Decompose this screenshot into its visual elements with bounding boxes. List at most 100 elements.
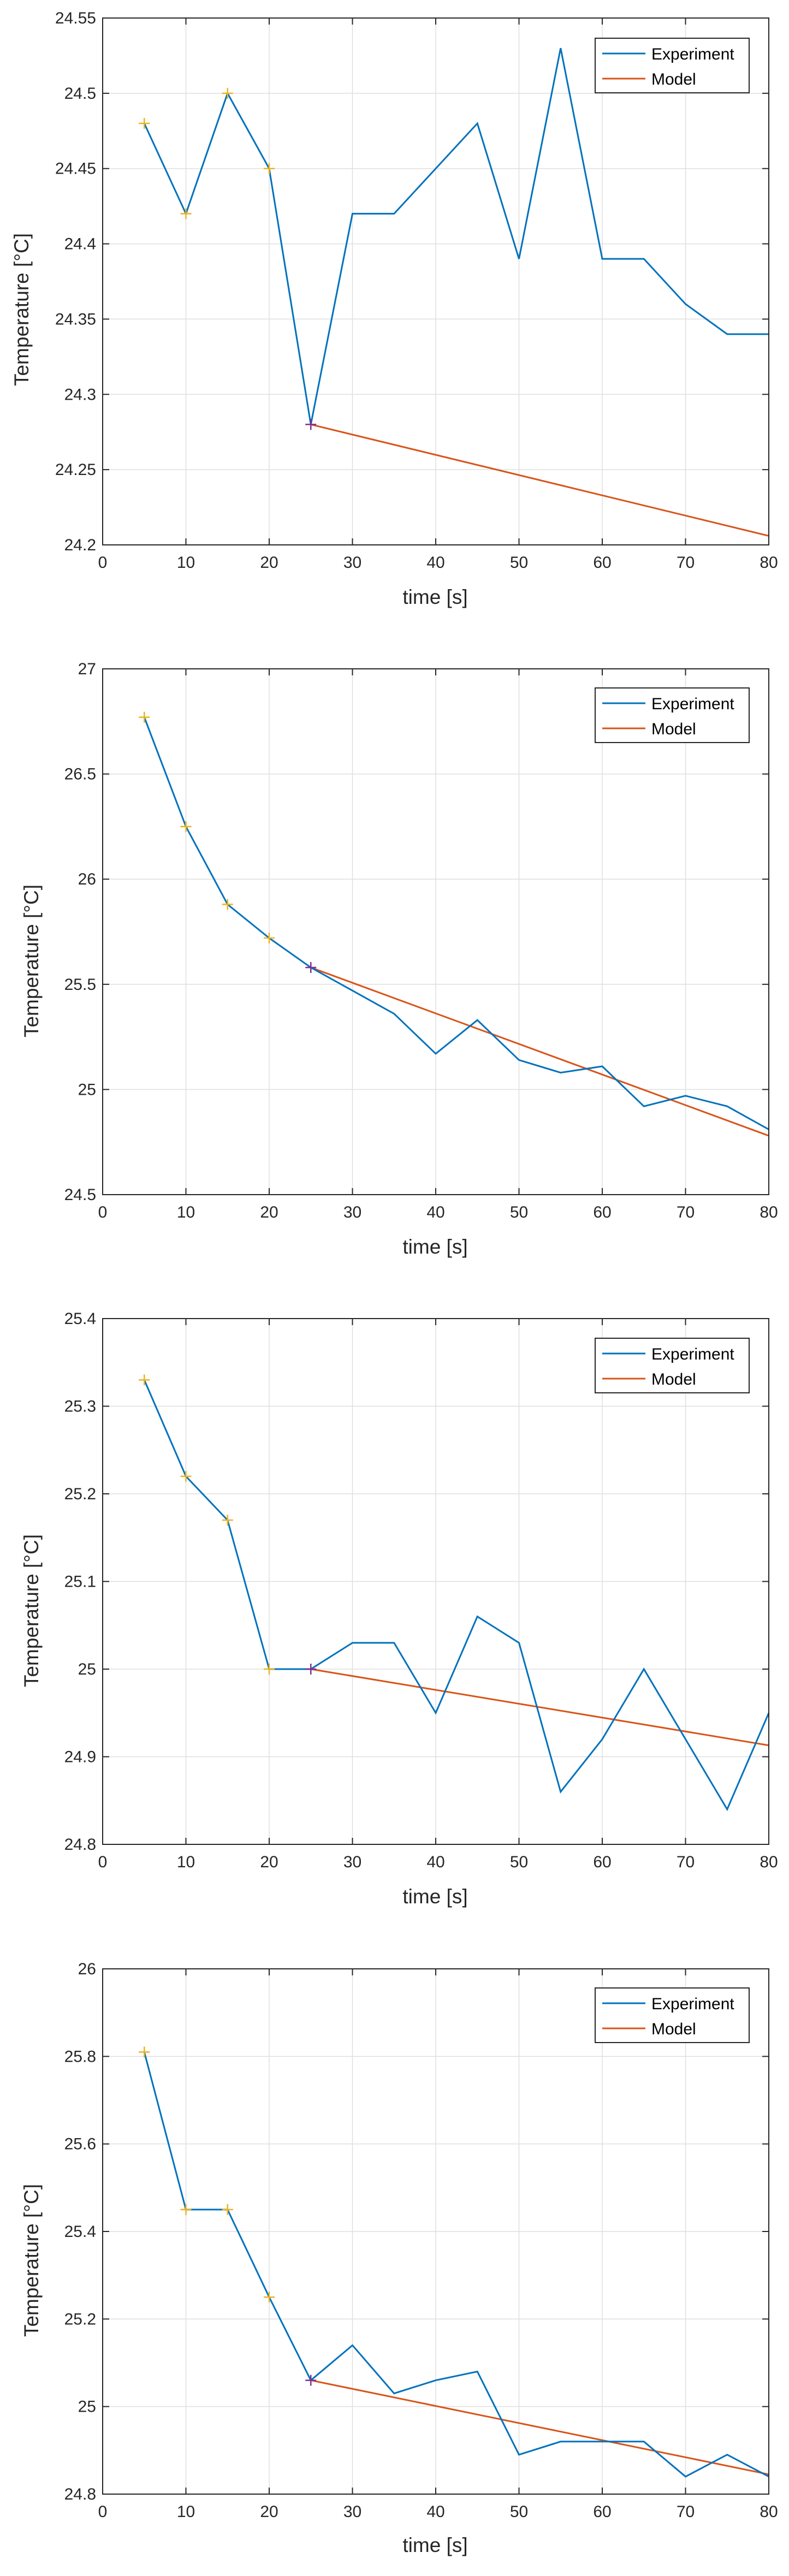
subplot-2: Temperature [°C] time [s] Experiment Mod…: [20, 687, 750, 1258]
subplot-4-xtick-label: 10: [177, 2503, 195, 2521]
subplot-1-marker-start: [305, 419, 317, 430]
subplot-4-marker-start: [305, 2375, 317, 2386]
subplot-3-legend: Experiment Model: [595, 1338, 750, 1393]
subplot-1-xtick-label: 70: [677, 554, 695, 572]
subplot-2-xtick-label: 30: [343, 1203, 361, 1221]
subplot-4-ytick-label: 25: [78, 2398, 96, 2416]
subplot-2-xlabel: time [s]: [402, 1236, 467, 1258]
subplot-2-ylabel: Temperature [°C]: [20, 885, 43, 1037]
subplot-3-marker-start: [305, 1664, 317, 1675]
subplot-1-xtick-label: 40: [426, 554, 444, 572]
subplot-1-legend-label-experiment: Experiment: [651, 45, 734, 63]
subplot-2-legend: Experiment Model: [595, 687, 750, 743]
subplot-1-legend: Experiment Model: [595, 38, 750, 93]
subplot-1-xtick-label: 0: [98, 554, 108, 572]
subplot-4-plot: 0 10 20 30 40 50 60 70 80 24.8 25 25.2 25.4 25.6 25.8 2…: [64, 1960, 778, 2521]
subplot-2-plot: 0 10 20 30 40 50 60 70 80 24.5 25 25.5 26 26.5 27: [64, 660, 778, 1221]
subplot-1-marker-early: [180, 208, 192, 219]
subplot-3-marker-early: [222, 1515, 233, 1526]
subplot-4-ytick-label: 24.8: [64, 2485, 96, 2503]
subplot-2-ytick-label: 27: [78, 660, 96, 678]
subplot-3-xtick-label: 80: [760, 1853, 778, 1871]
subplot-3: Temperature [°C] time [s] Experiment Mod…: [20, 1338, 750, 1908]
subplot-1-xlabel: time [s]: [402, 586, 467, 608]
subplot-1-marker-early: [222, 87, 233, 99]
subplot-3-ylabel: Temperature [°C]: [20, 1534, 43, 1687]
subplot-4-xtick-label: 30: [343, 2503, 361, 2521]
subplot-1-ytick-label: 24.4: [64, 235, 96, 253]
subplot-2-legend-box: [595, 687, 750, 743]
subplot-4-experiment-line: [143, 2051, 769, 2478]
subplot-4-marker-early: [139, 2046, 150, 2058]
subplot-4-marker-early: [222, 2204, 233, 2215]
subplot-2-xtick-label: 70: [677, 1203, 695, 1221]
subplot-2-model-line: [310, 966, 769, 1137]
subplot-1-xtick-label: 30: [343, 554, 361, 572]
subplot-2-xtick-label: 50: [510, 1203, 528, 1221]
subplot-2-xtick-label: 0: [98, 1203, 108, 1221]
subplot-4-ytick-label: 25.6: [64, 2135, 96, 2153]
subplot-3-ytick-label: 25.4: [64, 1310, 96, 1328]
subplot-2-marker-early: [222, 899, 233, 910]
subplot-1-ytick-label: 24.5: [64, 85, 96, 103]
subplot-2-xtick-label: 80: [760, 1203, 778, 1221]
subplot-4-ylabel: Temperature [°C]: [20, 2184, 43, 2337]
subplot-3-xtick-label: 40: [426, 1853, 444, 1871]
subplot-1-plot: 0 10 20 30 40 50 60 70 80 24.2 24.25 24.3 24.35 24.4 2…: [55, 9, 778, 572]
subplot-1-xtick-label: 80: [760, 554, 778, 572]
subplot-3-legend-box: [595, 1338, 750, 1393]
subplot-3-ytick-label: 24.8: [64, 1836, 96, 1854]
subplot-2-ytick-label: 25: [78, 1081, 96, 1099]
subplot-4-xtick-label: 80: [760, 2503, 778, 2521]
subplot-4-ytick-label: 25.4: [64, 2223, 96, 2241]
subplot-1-xtick-label: 20: [260, 554, 278, 572]
subplot-3-xtick-label: 0: [98, 1853, 108, 1871]
subplot-3-marker-early: [139, 1374, 150, 1386]
subplot-3-xtick-label: 70: [677, 1853, 695, 1871]
subplot-1-marker-early: [139, 118, 150, 129]
subplot-3-xtick-label: 50: [510, 1853, 528, 1871]
subplot-2-ytick-label: 24.5: [64, 1186, 96, 1204]
subplot-2-experiment-line: [143, 717, 769, 1130]
subplot-3-plot: 0 10 20 30 40 50 60 70 80 24.8 24.9 25 25.1 25.2 25.3 2…: [64, 1310, 778, 1871]
subplot-2-legend-label-model: Model: [651, 720, 696, 738]
subplot-3-ytick-label: 25.1: [64, 1573, 96, 1591]
subplot-4-ytick-label: 25.2: [64, 2310, 96, 2328]
subplot-4-legend-box: [595, 1987, 750, 2043]
subplot-2-ytick-label: 26: [78, 870, 96, 888]
subplot-4-legend-label-model: Model: [651, 2020, 696, 2038]
subplot-3-xtick-label: 60: [593, 1853, 611, 1871]
subplot-2-marker-early: [264, 933, 275, 944]
subplot-1: Temperature [°C] time [s] Experiment Mod…: [10, 38, 750, 608]
subplot-2-ytick-label: 26.5: [64, 765, 96, 784]
subplot-1-legend-box: [595, 38, 750, 93]
subplot-2-xtick-label: 10: [177, 1203, 195, 1221]
subplot-2-marker-start: [305, 961, 317, 973]
subplot-4-xtick-label: 20: [260, 2503, 278, 2521]
subplot-3-ytick-label: 25.2: [64, 1485, 96, 1503]
subplot-2-legend-label-experiment: Experiment: [651, 695, 734, 713]
subplot-3-marker-early: [180, 1470, 192, 1482]
subplot-1-ylabel: Temperature [°C]: [10, 233, 33, 386]
subplot-3-marker-early: [264, 1664, 275, 1675]
subplot-1-ytick-label: 24.25: [55, 461, 96, 479]
subplot-2-xtick-label: 40: [426, 1203, 444, 1221]
subplot-3-ytick-label: 25.3: [64, 1398, 96, 1416]
subplot-1-legend-label-model: Model: [651, 70, 696, 88]
subplot-4-xtick-label: 70: [677, 2503, 695, 2521]
subplot-3-xtick-label: 20: [260, 1853, 278, 1871]
subplot-3-experiment-line: [143, 1379, 770, 1812]
subplot-4-ytick-label: 26: [78, 1960, 96, 1978]
subplot-1-ytick-label: 24.45: [55, 160, 96, 178]
subplot-2-marker-early: [139, 711, 150, 723]
subplot-2-xtick-label: 60: [593, 1203, 611, 1221]
subplot-1-xtick-label: 50: [510, 554, 528, 572]
subplot-1-ytick-label: 24.35: [55, 310, 96, 328]
subplot-1-ytick-label: 24.2: [64, 536, 96, 554]
subplot-4-xtick-label: 50: [510, 2503, 528, 2521]
subplot-4-marker-early: [180, 2204, 192, 2215]
subplot-1-xtick-label: 10: [177, 554, 195, 572]
subplot-1-ytick-label: 24.3: [64, 385, 96, 403]
subplot-3-model-line: [311, 1668, 769, 1747]
subplot-3-legend-label-model: Model: [651, 1370, 696, 1388]
